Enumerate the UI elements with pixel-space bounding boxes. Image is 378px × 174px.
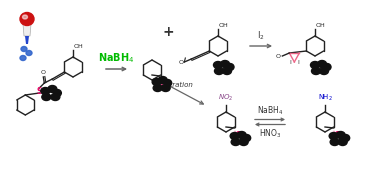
Ellipse shape — [214, 68, 223, 74]
Text: +: + — [162, 25, 174, 39]
Text: OH: OH — [316, 23, 326, 28]
Text: OH: OH — [74, 44, 84, 49]
Ellipse shape — [51, 93, 60, 101]
Polygon shape — [25, 36, 29, 44]
Ellipse shape — [231, 139, 240, 145]
Ellipse shape — [310, 61, 319, 69]
Text: I: I — [290, 61, 291, 65]
Text: O: O — [275, 53, 280, 58]
Ellipse shape — [152, 78, 161, 85]
Ellipse shape — [26, 50, 32, 56]
Ellipse shape — [338, 139, 347, 145]
Ellipse shape — [243, 135, 251, 141]
Ellipse shape — [23, 15, 28, 19]
Ellipse shape — [41, 88, 50, 94]
Text: NH$_2$: NH$_2$ — [318, 93, 333, 103]
Ellipse shape — [223, 68, 231, 74]
Ellipse shape — [214, 61, 223, 69]
Text: S: S — [158, 79, 163, 88]
Ellipse shape — [311, 68, 321, 74]
Text: S: S — [37, 86, 42, 96]
Text: I: I — [297, 61, 299, 65]
Ellipse shape — [342, 135, 350, 141]
Ellipse shape — [164, 80, 172, 86]
Text: O: O — [41, 70, 46, 75]
Ellipse shape — [330, 139, 339, 145]
Ellipse shape — [230, 132, 239, 140]
Text: nitration: nitration — [164, 82, 194, 88]
Ellipse shape — [318, 61, 327, 68]
Text: NO$_2$: NO$_2$ — [218, 93, 234, 103]
Ellipse shape — [153, 85, 162, 92]
Text: OH: OH — [219, 23, 229, 28]
Text: NaBH$_4$: NaBH$_4$ — [257, 105, 283, 117]
Polygon shape — [23, 24, 31, 36]
Ellipse shape — [42, 93, 51, 101]
Text: NaBH$_4$: NaBH$_4$ — [98, 51, 135, 65]
Ellipse shape — [21, 46, 27, 52]
Ellipse shape — [20, 56, 26, 61]
Ellipse shape — [226, 64, 234, 70]
Ellipse shape — [220, 61, 229, 68]
Ellipse shape — [323, 64, 331, 70]
Text: O: O — [178, 60, 183, 65]
Text: S: S — [335, 131, 340, 140]
Ellipse shape — [319, 68, 328, 74]
Ellipse shape — [239, 139, 248, 145]
Text: I$_2$: I$_2$ — [257, 30, 265, 42]
Ellipse shape — [161, 85, 170, 92]
Ellipse shape — [237, 132, 246, 139]
Ellipse shape — [48, 85, 57, 93]
Ellipse shape — [158, 77, 167, 84]
Ellipse shape — [53, 89, 61, 97]
Ellipse shape — [20, 13, 34, 26]
Ellipse shape — [329, 132, 338, 140]
Text: S: S — [235, 131, 241, 140]
Ellipse shape — [336, 132, 345, 139]
Text: HNO$_3$: HNO$_3$ — [259, 127, 281, 140]
